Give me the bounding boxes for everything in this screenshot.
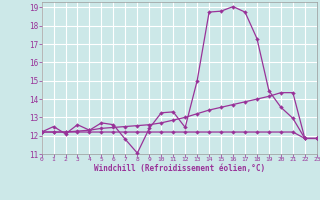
X-axis label: Windchill (Refroidissement éolien,°C): Windchill (Refroidissement éolien,°C) [94,164,265,173]
